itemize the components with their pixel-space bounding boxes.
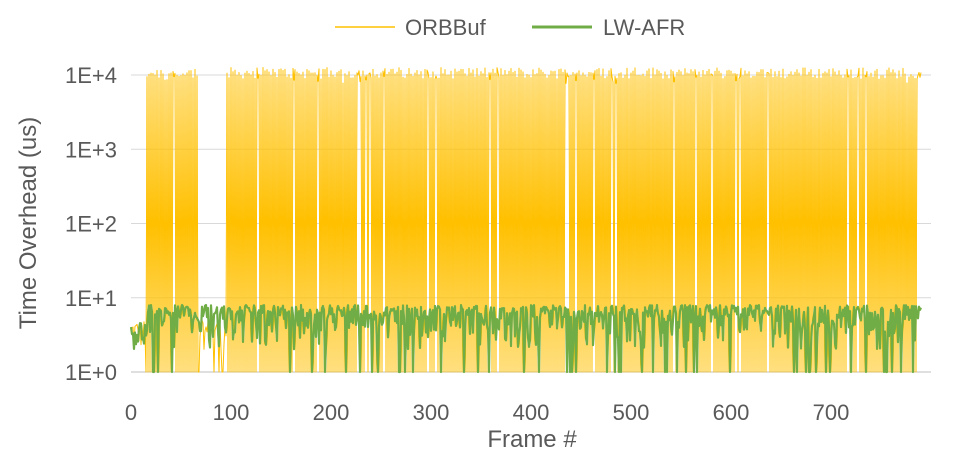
x-tick-label: 600 — [713, 400, 750, 425]
y-tick-label: 1E+3 — [65, 137, 117, 162]
x-tick-label: 700 — [813, 400, 850, 425]
series-orbbuf — [130, 67, 922, 373]
x-tick-label: 0 — [125, 400, 137, 425]
y-tick-label: 1E+2 — [65, 212, 117, 237]
x-axis-title: Frame # — [487, 426, 577, 453]
series-lwafr — [129, 303, 922, 374]
y-tick-label: 1E+4 — [65, 63, 117, 88]
legend: ORBBuf LW-AFR — [335, 15, 685, 40]
legend-label-orbbuf: ORBBuf — [405, 15, 487, 40]
x-tick-label: 400 — [513, 400, 550, 425]
y-tick-label: 1E+1 — [65, 286, 117, 311]
y-axis-title: Time Overhead (us) — [15, 117, 42, 330]
legend-label-lwafr: LW-AFR — [603, 15, 685, 40]
series-line-lwafr — [129, 303, 922, 374]
y-tick-label: 1E+0 — [65, 360, 117, 385]
series-line-orbbuf — [130, 67, 922, 373]
x-tick-label: 200 — [313, 400, 350, 425]
x-tick-label: 500 — [613, 400, 650, 425]
y-axis-ticks: 1E+0 1E+1 1E+2 1E+3 1E+4 — [65, 63, 117, 385]
x-tick-label: 100 — [213, 400, 250, 425]
x-tick-label: 300 — [413, 400, 450, 425]
x-axis-ticks: 0 100 200 300 400 500 600 700 — [125, 400, 849, 425]
